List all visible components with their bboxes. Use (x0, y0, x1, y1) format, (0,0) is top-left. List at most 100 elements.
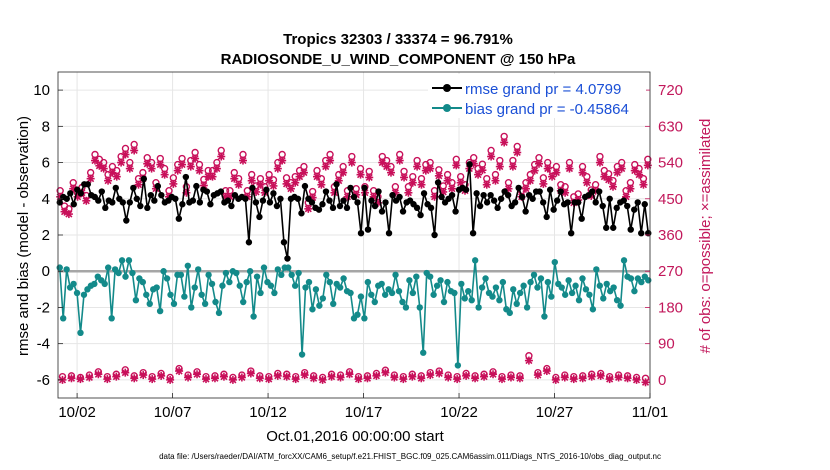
series-point-1 (191, 284, 198, 291)
series-point-0 (182, 173, 190, 181)
assimilated-stroke (292, 375, 300, 383)
obs-assimilated-marker (86, 174, 95, 183)
assimilated-stroke (471, 374, 479, 382)
assimilated-stroke (417, 181, 426, 189)
low-obs-assimilated-marker (533, 371, 542, 380)
obs-assimilated-marker (273, 164, 282, 173)
assimilated-stroke (143, 160, 151, 168)
assimilated-stroke (513, 148, 521, 157)
assimilated-stroke (326, 156, 334, 165)
series-point-0 (284, 255, 291, 262)
series-point-1 (212, 298, 219, 306)
series-point-1 (596, 282, 604, 289)
obs-assimilated-marker (321, 162, 330, 171)
chart-subtitle: RADIOSONDE_U_WIND_COMPONENT @ 150 hPa (221, 51, 576, 68)
assimilated-stroke (365, 173, 373, 182)
series-point-1 (368, 291, 375, 298)
assimilated-stroke (489, 370, 497, 378)
series-point-0 (294, 195, 302, 202)
obs-assimilated-marker (339, 168, 348, 177)
assimilated-stroke (565, 165, 574, 173)
series-point-1 (302, 284, 309, 291)
series-point-1 (416, 304, 423, 311)
assimilated-stroke (269, 182, 278, 190)
series-point-0 (529, 195, 536, 202)
chart-title: Tropics 32303 / 33374 = 96.791% (283, 31, 513, 48)
series-point-0 (266, 199, 274, 206)
assimilated-stroke (220, 373, 228, 381)
assimilated-stroke (283, 373, 291, 381)
series-point-1 (527, 278, 534, 286)
series-point-0 (389, 191, 396, 199)
obs-assimilated-marker (543, 164, 552, 173)
series-point-1 (288, 271, 295, 279)
series-point-0 (252, 199, 260, 206)
assimilated-stroke (509, 163, 517, 171)
assimilated-stroke (383, 163, 391, 171)
obs-assimilated-marker (356, 170, 365, 179)
series-point-1 (181, 293, 188, 300)
assimilated-stroke (600, 173, 608, 181)
series-point-1 (305, 278, 313, 286)
assimilated-stroke (632, 376, 641, 384)
assimilated-stroke (184, 373, 192, 382)
assimilated-stroke (112, 373, 120, 381)
series-point-0 (399, 208, 407, 215)
assimilated-stroke (256, 181, 264, 189)
series-point-0 (613, 204, 620, 212)
assimilated-stroke (539, 180, 547, 188)
assimilated-stroke (516, 374, 524, 382)
obs-assimilated-marker (178, 160, 187, 169)
series-point-0 (277, 195, 284, 202)
low-obs-assimilated-marker (462, 371, 471, 380)
assimilated-stroke (618, 165, 626, 173)
assimilated-stroke (396, 156, 404, 165)
series-point-0 (539, 199, 547, 206)
series-point-1 (236, 282, 243, 289)
assimilated-stroke (187, 163, 195, 171)
series-point-1 (59, 315, 67, 322)
x-axis-label: Oct.01,2016 00:00:00 start (266, 428, 444, 445)
obs-assimilated-marker (504, 184, 513, 193)
low-obs-assimilated-marker (471, 374, 480, 383)
series-point-1 (523, 304, 531, 311)
series-point-0 (543, 213, 550, 221)
series-point-1 (475, 304, 482, 311)
low-obs-assimilated-marker (282, 372, 291, 381)
low-obs-assimilated-marker (363, 374, 372, 383)
low-obs-assimilated-marker (506, 373, 515, 382)
series-point-0 (518, 193, 526, 201)
legend: rmse grand pr = 4.0799 bias grand pr = -… (428, 74, 646, 118)
series-point-1 (291, 282, 299, 289)
assimilated-stroke (480, 373, 488, 381)
assimilated-stroke (579, 374, 587, 382)
series-point-0 (610, 224, 617, 231)
series-point-0 (207, 201, 214, 208)
legend-bias-marker (443, 104, 451, 112)
assimilated-stroke (108, 169, 116, 177)
series-point-0 (564, 199, 571, 206)
series-point-1 (492, 284, 500, 291)
series-point-1 (188, 304, 195, 311)
obs-assimilated-marker (330, 188, 339, 197)
series-point-0 (193, 182, 200, 190)
low-obs-assimilated-marker (237, 373, 246, 382)
assimilated-stroke (435, 369, 443, 378)
obs-assimilated-marker (495, 162, 504, 171)
assimilated-stroke (453, 375, 461, 383)
series-point-1 (392, 271, 399, 279)
series-point-0 (438, 193, 445, 201)
assimilated-stroke (426, 165, 434, 173)
series-point-1 (316, 302, 323, 309)
series-point-0 (322, 188, 330, 195)
low-obs-assimilated-marker (587, 372, 596, 381)
assimilated-stroke (543, 367, 551, 375)
series-point-0 (70, 201, 77, 208)
obs-assimilated-marker (387, 168, 395, 177)
series-point-1 (582, 286, 590, 293)
series-point-0 (130, 184, 137, 192)
obs-assimilated-marker (239, 156, 247, 165)
obs-assimilated-marker (112, 172, 121, 181)
x-tick-label: 10/27 (536, 404, 574, 421)
y2-tick-label: 540 (658, 155, 683, 172)
